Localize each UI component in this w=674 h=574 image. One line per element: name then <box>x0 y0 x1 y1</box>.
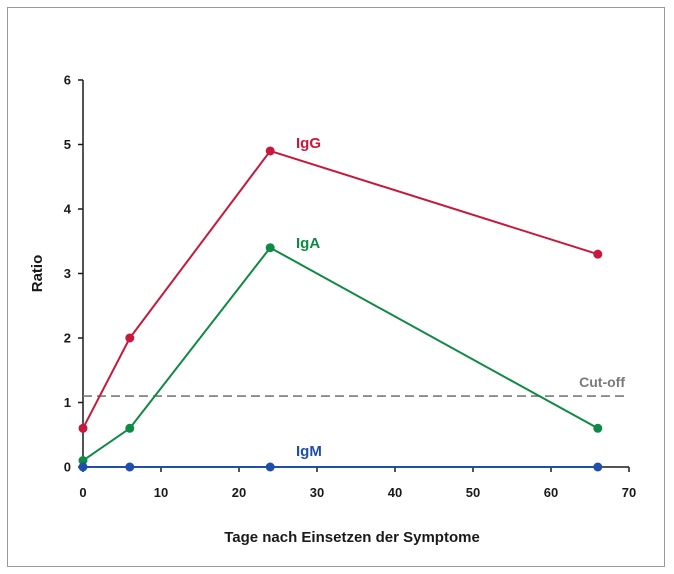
y-tick-label: 1 <box>64 395 71 410</box>
x-tick-label: 40 <box>388 485 402 500</box>
series-line-igg <box>82 149 599 429</box>
series-label-igm: IgM <box>296 443 322 460</box>
data-point-iga <box>265 243 275 253</box>
y-tick-label: 4 <box>64 202 72 217</box>
y-tick-label: 6 <box>64 73 71 88</box>
x-tick-label: 10 <box>154 485 168 500</box>
x-tick-label: 20 <box>232 485 246 500</box>
data-point-igg <box>265 146 275 156</box>
series-label-iga: IgA <box>296 235 320 252</box>
series-group: IgG IgA IgM <box>78 135 603 472</box>
data-point-igm <box>78 462 88 472</box>
data-point-igm <box>125 462 135 472</box>
data-point-iga <box>78 456 88 466</box>
chart-frame <box>7 7 665 567</box>
cutoff-label: Cut-off <box>579 374 625 390</box>
data-point-igg <box>78 423 88 433</box>
cutoff-line-group: Cut-off <box>83 374 629 397</box>
x-ticks: 0 10 20 30 40 50 60 70 <box>79 467 636 500</box>
series-line-iga <box>82 246 599 462</box>
data-point-igm <box>265 462 275 472</box>
data-point-iga <box>593 423 603 433</box>
axes <box>82 80 629 468</box>
data-point-iga <box>125 423 135 433</box>
x-tick-label: 60 <box>544 485 558 500</box>
y-axis-title: Ratio <box>29 255 46 293</box>
y-ticks: 0 1 2 3 4 5 6 <box>64 73 83 475</box>
x-tick-label: 30 <box>310 485 324 500</box>
y-tick-label: 3 <box>64 266 71 281</box>
x-axis-title: Tage nach Einsetzen der Symptome <box>224 529 480 546</box>
data-point-igm <box>593 462 603 472</box>
y-tick-label: 2 <box>64 331 71 346</box>
y-tick-label: 0 <box>64 460 71 475</box>
data-point-igg <box>125 333 135 343</box>
data-point-igg <box>593 249 603 259</box>
x-tick-label: 70 <box>622 485 636 500</box>
x-tick-label: 0 <box>79 485 86 500</box>
series-label-igg: IgG <box>296 135 321 152</box>
x-tick-label: 50 <box>466 485 480 500</box>
y-tick-label: 5 <box>64 137 71 152</box>
